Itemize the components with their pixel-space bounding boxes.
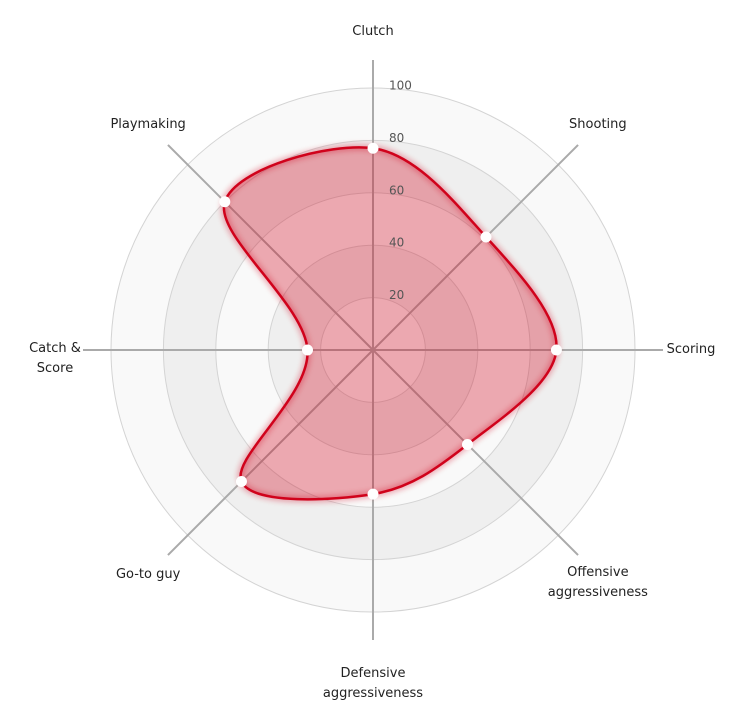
area <box>222 146 558 501</box>
point <box>367 488 379 500</box>
point <box>235 476 247 488</box>
category-label: Offensive aggressiveness <box>547 564 648 600</box>
category-label: Playmaking <box>110 117 186 133</box>
r-tick-label: 60 <box>389 183 404 197</box>
r-tick-label: 20 <box>389 288 404 302</box>
axis-line <box>372 144 579 351</box>
category-label: Defensive aggressiveness <box>322 666 424 701</box>
point <box>461 438 473 450</box>
category-label: Scoring <box>666 342 716 357</box>
axis-line <box>372 349 579 556</box>
point <box>480 231 492 243</box>
category-label: Clutch <box>352 24 394 39</box>
point <box>219 196 231 208</box>
category-label: Shooting <box>569 117 627 133</box>
axis-line <box>167 144 374 351</box>
axis-line <box>167 349 374 556</box>
r-tick-label: 100 <box>389 79 412 93</box>
point <box>367 142 379 154</box>
category-label: Catch & Score <box>29 341 81 376</box>
category-label: Go-to guy <box>115 566 181 582</box>
point <box>550 344 562 356</box>
r-tick-label: 40 <box>389 236 404 250</box>
r-tick-label: 80 <box>389 131 404 145</box>
point <box>302 344 313 356</box>
